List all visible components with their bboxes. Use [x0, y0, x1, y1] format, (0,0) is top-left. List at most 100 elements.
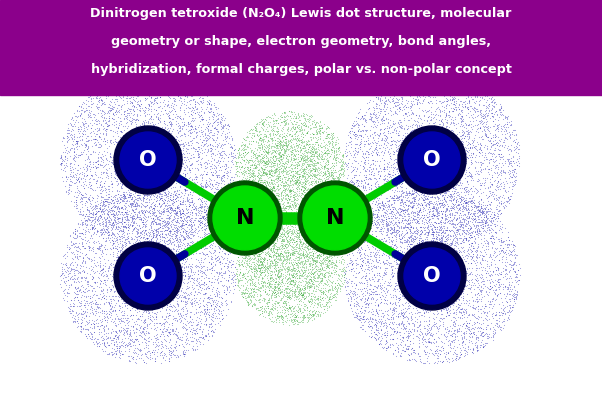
Point [198, 95, 208, 102]
Point [498, 239, 508, 246]
Point [272, 234, 281, 241]
Point [382, 139, 392, 145]
Point [304, 283, 314, 289]
Point [439, 173, 448, 179]
Point [281, 260, 291, 267]
Point [459, 288, 468, 294]
Point [473, 337, 483, 343]
Point [253, 307, 263, 313]
Point [400, 173, 409, 179]
Point [295, 166, 305, 172]
Point [263, 198, 273, 204]
Point [303, 267, 312, 273]
Point [166, 155, 175, 161]
Point [353, 300, 363, 306]
Point [311, 264, 320, 271]
Point [222, 172, 232, 178]
Point [209, 297, 219, 304]
Point [292, 163, 302, 169]
Point [407, 219, 417, 225]
Point [282, 156, 291, 162]
Point [467, 260, 476, 266]
Point [503, 113, 513, 120]
Point [288, 153, 298, 159]
Point [258, 143, 267, 149]
Point [334, 177, 344, 184]
Point [63, 143, 72, 150]
Point [423, 220, 432, 226]
Point [400, 209, 410, 215]
Point [93, 164, 103, 170]
Point [94, 89, 104, 96]
Point [184, 233, 193, 239]
Point [334, 182, 344, 188]
Point [111, 192, 120, 198]
Point [88, 248, 98, 254]
Point [225, 176, 235, 182]
Point [94, 342, 104, 349]
Point [428, 294, 438, 301]
Point [241, 190, 250, 197]
Point [402, 313, 411, 320]
Point [394, 288, 404, 294]
Point [339, 277, 349, 283]
Point [313, 313, 323, 320]
Point [397, 198, 406, 204]
Point [305, 234, 315, 240]
Point [160, 139, 170, 145]
Point [300, 177, 310, 183]
Point [131, 164, 140, 170]
Point [60, 277, 69, 284]
Point [165, 169, 175, 175]
Point [495, 169, 505, 176]
Point [123, 278, 132, 284]
Point [386, 309, 396, 316]
Point [477, 132, 487, 139]
Point [315, 237, 325, 244]
Point [182, 102, 191, 108]
Point [62, 176, 72, 182]
Point [329, 154, 338, 160]
Point [243, 143, 252, 149]
Point [405, 238, 414, 245]
Point [450, 101, 459, 107]
Point [351, 310, 361, 316]
Point [329, 294, 338, 301]
Point [189, 216, 199, 223]
Point [124, 346, 134, 352]
Point [427, 189, 437, 196]
Point [442, 120, 452, 126]
Point [129, 213, 139, 219]
Point [433, 297, 443, 304]
Point [327, 261, 337, 267]
Point [95, 205, 104, 211]
Point [292, 275, 302, 282]
Point [139, 85, 149, 91]
Point [279, 289, 289, 295]
Point [161, 201, 171, 208]
Point [68, 142, 78, 148]
Point [412, 211, 422, 217]
Point [420, 216, 430, 222]
Point [141, 235, 150, 241]
Point [302, 252, 312, 258]
Point [389, 165, 399, 171]
Point [298, 316, 308, 322]
Point [313, 205, 323, 212]
Point [477, 128, 487, 134]
Point [359, 187, 368, 193]
Point [71, 235, 81, 241]
Point [285, 281, 295, 287]
Point [243, 298, 252, 304]
Point [137, 241, 146, 247]
Point [358, 231, 367, 237]
Point [483, 335, 493, 341]
Point [91, 308, 101, 314]
Point [191, 295, 201, 301]
Point [267, 310, 277, 317]
Point [224, 289, 234, 295]
Point [429, 232, 438, 239]
Point [347, 124, 357, 131]
Point [377, 202, 387, 209]
Point [374, 269, 384, 276]
